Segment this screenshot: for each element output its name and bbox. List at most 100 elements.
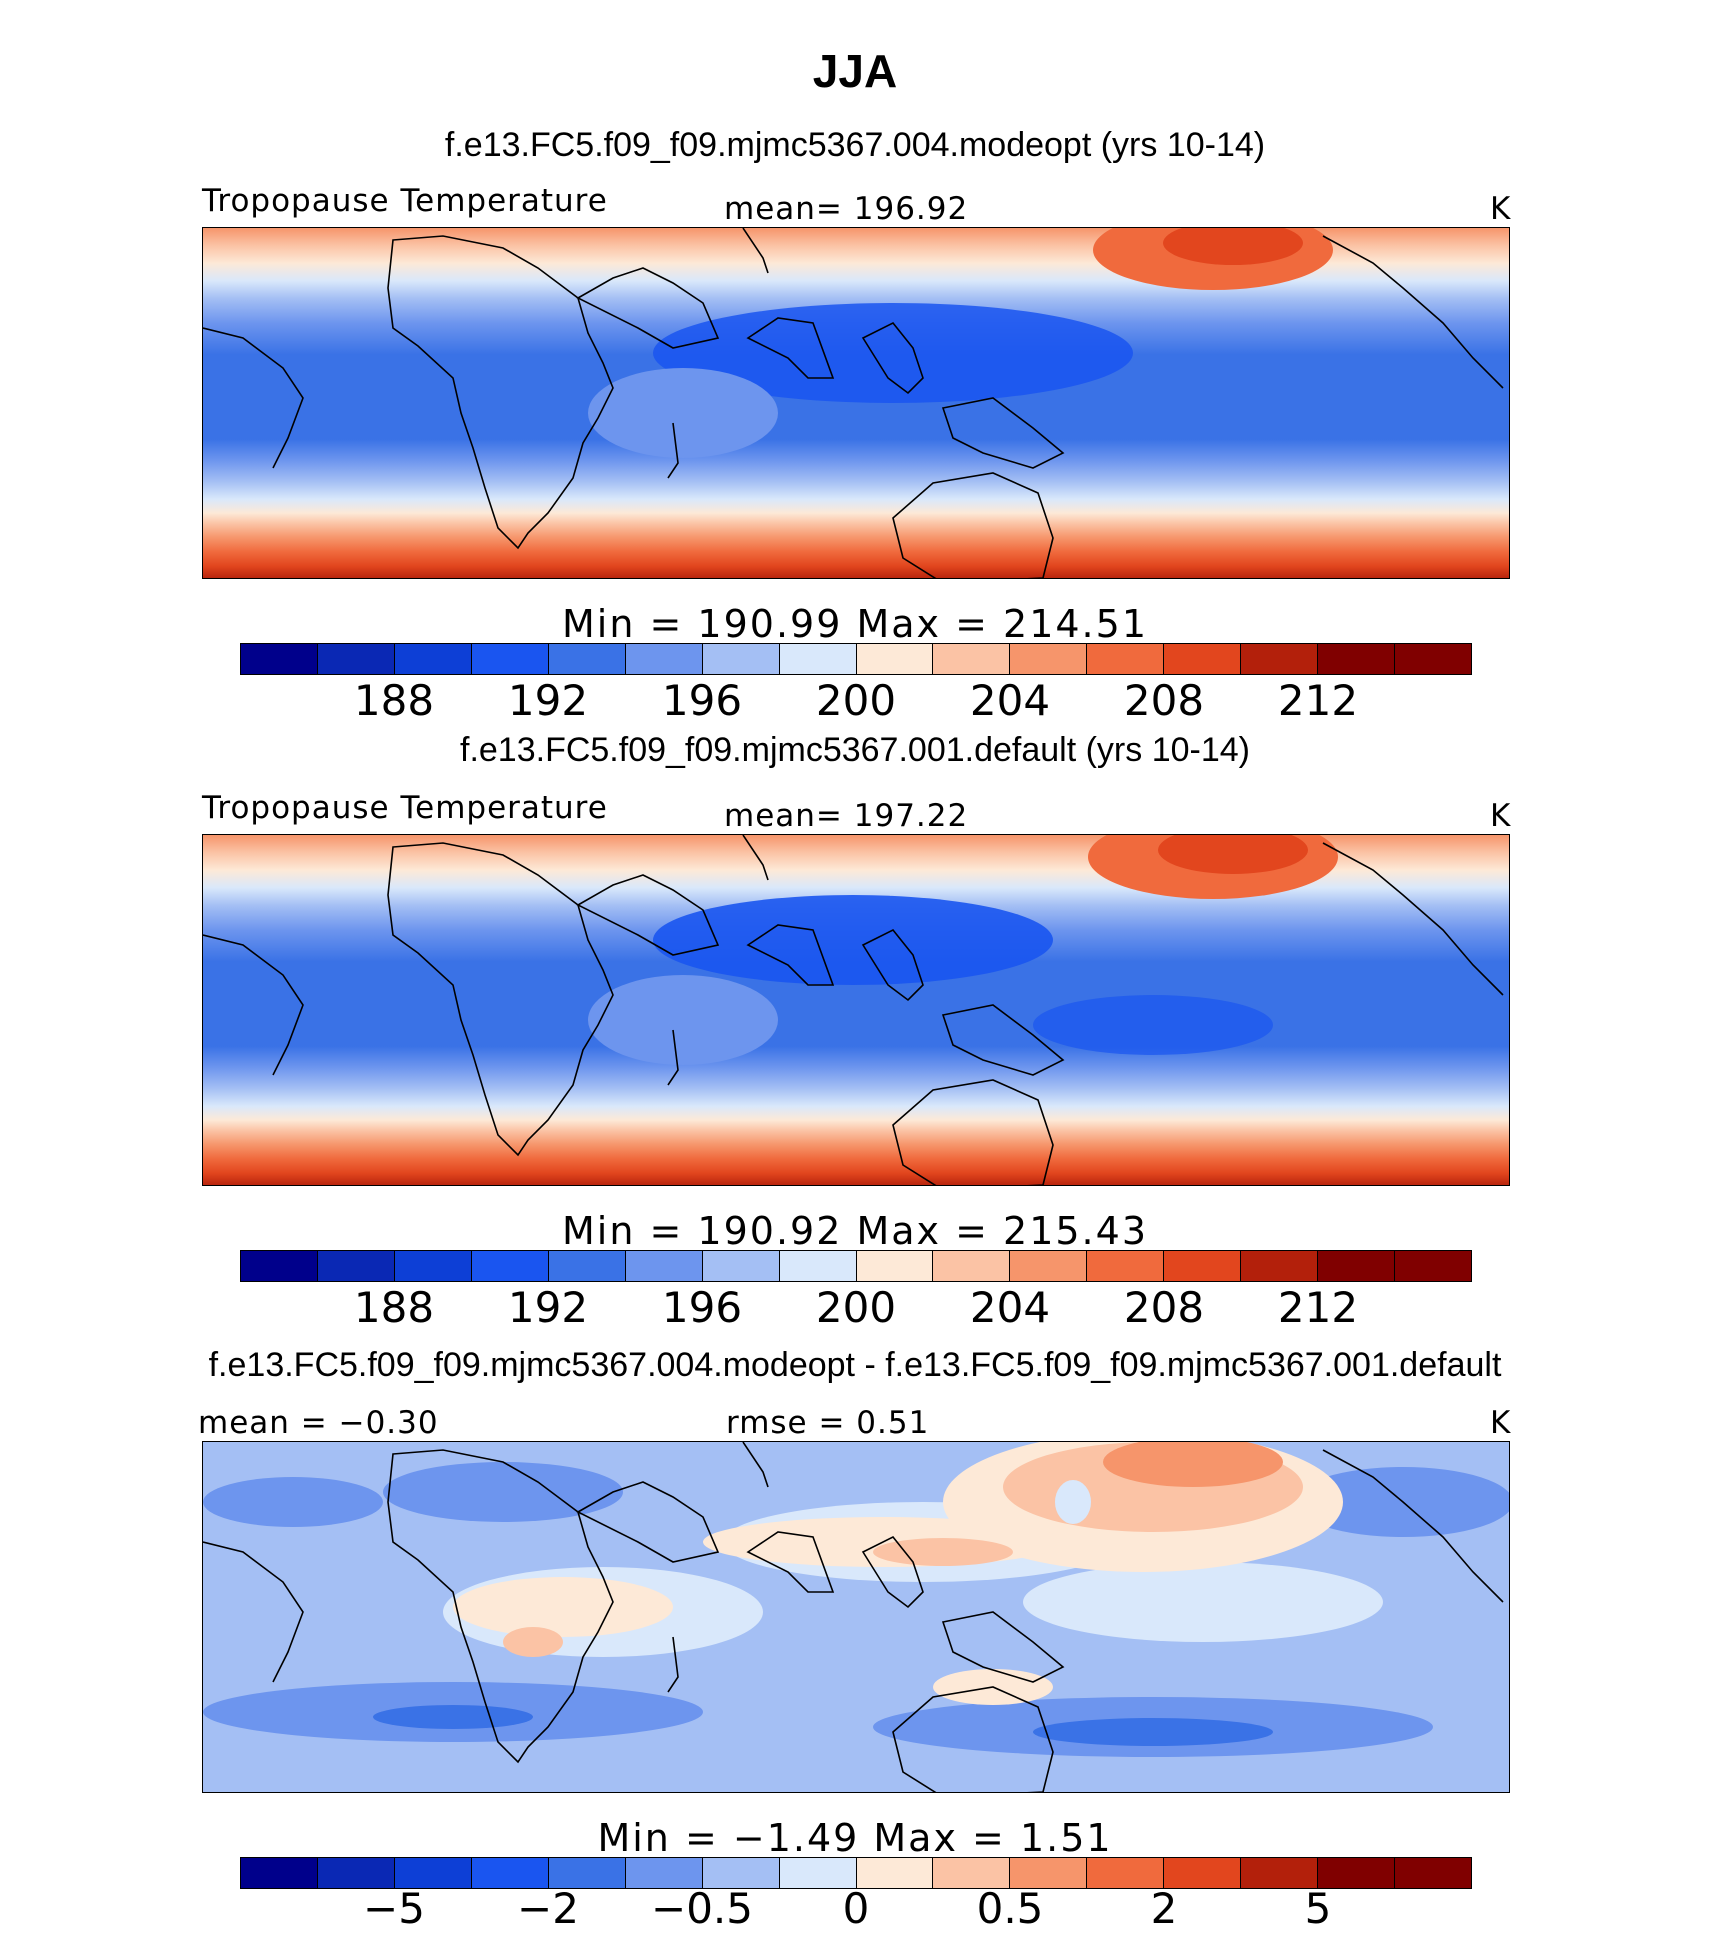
colorbar-swatch <box>471 1858 549 1888</box>
panel2-case-title: f.e13.FC5.f09_f09.mjmc5367.001.default (… <box>460 731 1250 769</box>
colorbar-swatch <box>856 1251 934 1281</box>
panel3-tick: 0.5 <box>976 1884 1044 1933</box>
panel1-map <box>202 227 1510 579</box>
panel3-tick: −0.5 <box>651 1884 753 1933</box>
panel2-coastlines <box>203 835 1504 1185</box>
colorbar-swatch <box>1318 1251 1396 1281</box>
colorbar-swatch <box>933 1251 1011 1281</box>
panel3-tick: −5 <box>363 1884 425 1933</box>
colorbar-swatch <box>625 1858 703 1888</box>
colorbar-swatch <box>548 1251 626 1281</box>
colorbar-swatch <box>1395 1858 1471 1888</box>
panel2-colorbar <box>240 1250 1472 1282</box>
panel3-cold-patch <box>1293 1467 1509 1537</box>
panel1-map-svg <box>203 228 1509 578</box>
colorbar-swatch <box>1241 1251 1319 1281</box>
colorbar-swatch <box>702 1858 780 1888</box>
panel1-tick: 196 <box>661 676 743 725</box>
colorbar-swatch <box>625 1251 703 1281</box>
panel3-warm-patch-core <box>503 1627 563 1657</box>
colorbar-swatch <box>779 1251 857 1281</box>
panel2-variable-label: Tropopause Temperature <box>202 790 608 826</box>
panel1-colorbar <box>240 643 1472 675</box>
panel2-tick: 188 <box>353 1283 435 1332</box>
panel2-minmax: Min = 190.92 Max = 215.43 <box>562 1209 1148 1253</box>
panel2-tick: 192 <box>507 1283 589 1332</box>
panel1-units-label: K <box>1490 191 1512 227</box>
panel3-cold-patch <box>203 1477 383 1527</box>
panel1-cold-region <box>653 303 1133 403</box>
colorbar-swatch <box>1010 644 1088 674</box>
panel1-tick: 192 <box>507 676 589 725</box>
colorbar-swatch <box>1087 1858 1165 1888</box>
colorbar-swatch <box>1010 1251 1088 1281</box>
panel1-tick: 200 <box>815 676 897 725</box>
panel1-tick: 212 <box>1277 676 1359 725</box>
panel3-units-label: K <box>1490 1405 1512 1441</box>
colorbar-swatch <box>317 1251 395 1281</box>
colorbar-swatch <box>933 1858 1011 1888</box>
panel2-units-label: K <box>1490 798 1512 834</box>
colorbar-swatch <box>856 644 934 674</box>
panel2-map-svg <box>203 835 1509 1185</box>
colorbar-swatch <box>1241 644 1319 674</box>
colorbar-swatch <box>1164 1251 1242 1281</box>
panel3-cold-core <box>373 1705 533 1729</box>
panel3-map <box>202 1441 1510 1793</box>
panel3-small-cold-spot <box>1055 1480 1091 1524</box>
panel2-tick: 200 <box>815 1283 897 1332</box>
panel1-tick: 188 <box>353 676 435 725</box>
panel3-tick: 0 <box>842 1884 870 1933</box>
panel3-mean-label: mean = −0.30 <box>198 1405 439 1441</box>
season-title: JJA <box>812 45 898 97</box>
colorbar-swatch <box>317 1858 395 1888</box>
colorbar-swatch <box>1241 1858 1319 1888</box>
colorbar-swatch <box>548 644 626 674</box>
colorbar-swatch <box>1395 1251 1471 1281</box>
colorbar-swatch <box>1395 644 1471 674</box>
panel2-map <box>202 834 1510 1186</box>
panel1-mean-label: mean= 196.92 <box>724 191 969 227</box>
panel1-case-title: f.e13.FC5.f09_f09.mjmc5367.004.modeopt (… <box>444 126 1266 164</box>
panel2-mean-label: mean= 197.22 <box>724 798 969 834</box>
colorbar-swatch <box>625 644 703 674</box>
colorbar-swatch <box>394 1251 472 1281</box>
panel1-minmax: Min = 190.99 Max = 214.51 <box>562 602 1148 646</box>
colorbar-swatch <box>702 1251 780 1281</box>
panel3-tick: −2 <box>517 1884 579 1933</box>
panel3-neutral-region <box>1023 1562 1383 1642</box>
panel2-tick: 208 <box>1123 1283 1205 1332</box>
colorbar-swatch <box>241 1251 318 1281</box>
colorbar-swatch <box>1164 644 1242 674</box>
colorbar-swatch <box>394 1858 472 1888</box>
panel3-rmse-label: rmse = 0.51 <box>726 1405 930 1441</box>
colorbar-swatch <box>1087 644 1165 674</box>
panel1-warm-patch <box>588 368 778 458</box>
panel2-warm-patch <box>588 975 778 1065</box>
panel3-map-svg <box>203 1442 1509 1792</box>
panel2-tick: 204 <box>969 1283 1051 1332</box>
panel1-coastlines <box>203 228 1504 578</box>
panel3-cold-patch <box>383 1462 623 1522</box>
colorbar-swatch <box>856 1858 934 1888</box>
panel2-warm-core <box>1158 835 1308 874</box>
colorbar-swatch <box>779 644 857 674</box>
colorbar-swatch <box>471 1251 549 1281</box>
panel2-field <box>203 835 1509 1185</box>
panel3-tick: 5 <box>1304 1884 1332 1933</box>
panel2-cold-region-east <box>1033 995 1273 1055</box>
panel3-case-title: f.e13.FC5.f09_f09.mjmc5367.004.modeopt -… <box>208 1346 1502 1384</box>
colorbar-swatch <box>317 644 395 674</box>
colorbar-swatch <box>1010 1858 1088 1888</box>
colorbar-swatch <box>471 644 549 674</box>
panel3-cold-core <box>1033 1718 1273 1746</box>
panel3-warm-band-core <box>873 1538 1013 1566</box>
panel3-minmax: Min = −1.49 Max = 1.51 <box>597 1816 1113 1860</box>
panel1-variable-label: Tropopause Temperature <box>202 183 608 219</box>
colorbar-swatch <box>1087 1251 1165 1281</box>
panel3-colorbar <box>240 1857 1472 1889</box>
colorbar-swatch <box>548 1858 626 1888</box>
colorbar-swatch <box>1318 644 1396 674</box>
panel2-cold-region <box>653 895 1053 985</box>
panel3-tick: 2 <box>1150 1884 1178 1933</box>
